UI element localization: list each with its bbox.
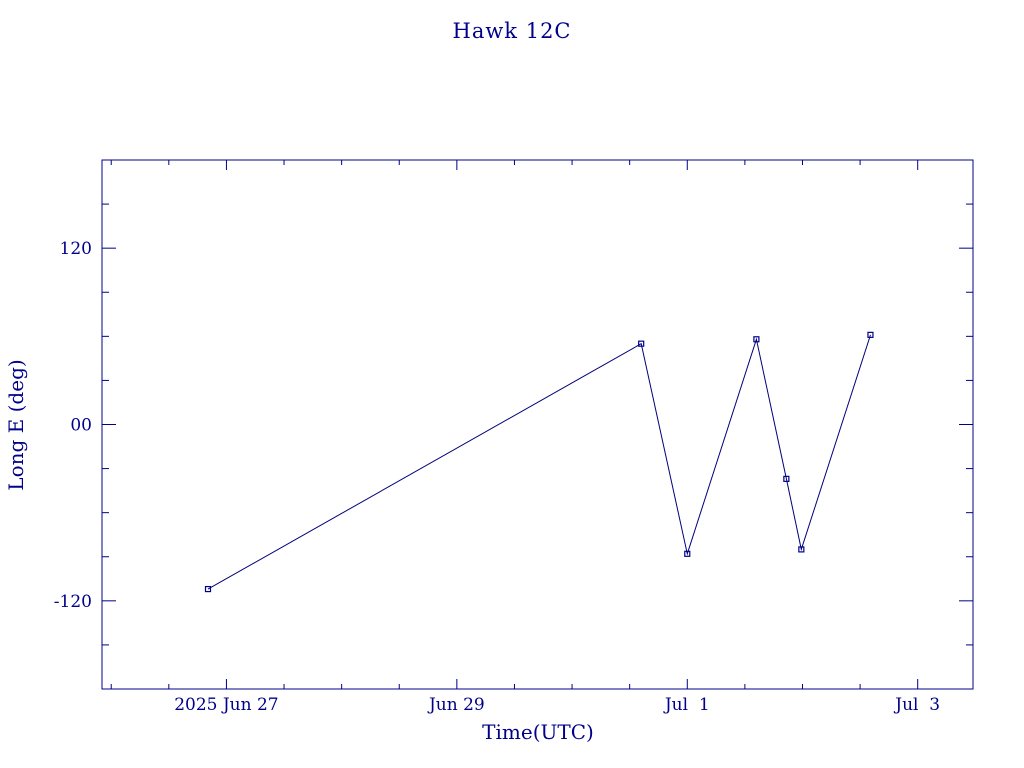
data-point xyxy=(753,336,760,343)
x-tick-label: 2025 Jun 27 xyxy=(174,695,278,715)
series-group xyxy=(204,331,874,593)
x-tick-label: Jul 1 xyxy=(663,695,710,715)
x-tick-label: Jun 29 xyxy=(427,695,485,715)
y-tick-label: -120 xyxy=(54,592,92,612)
data-point xyxy=(798,546,805,553)
x-axis-label: Time(UTC) xyxy=(482,720,594,744)
x-tick-labels: 2025 Jun 27 Jun 29 Jul 1 Jul 3 xyxy=(174,695,940,715)
data-point xyxy=(783,475,790,482)
y-axis-ticks xyxy=(102,203,973,646)
series-line xyxy=(207,334,871,590)
x-axis-ticks xyxy=(110,160,919,689)
data-point xyxy=(638,340,645,347)
data-point xyxy=(867,331,874,338)
data-point xyxy=(204,585,212,593)
y-tick-label: 00 xyxy=(70,416,92,436)
y-axis-label: Long E (deg) xyxy=(4,359,28,490)
data-point xyxy=(684,550,691,557)
chart-title: Hawk 12C xyxy=(453,19,572,43)
x-tick-label: Jul 3 xyxy=(893,695,940,715)
plot-frame xyxy=(101,159,974,690)
y-tick-labels: 120 00 -120 xyxy=(54,239,92,612)
y-tick-label: 120 xyxy=(60,239,92,259)
